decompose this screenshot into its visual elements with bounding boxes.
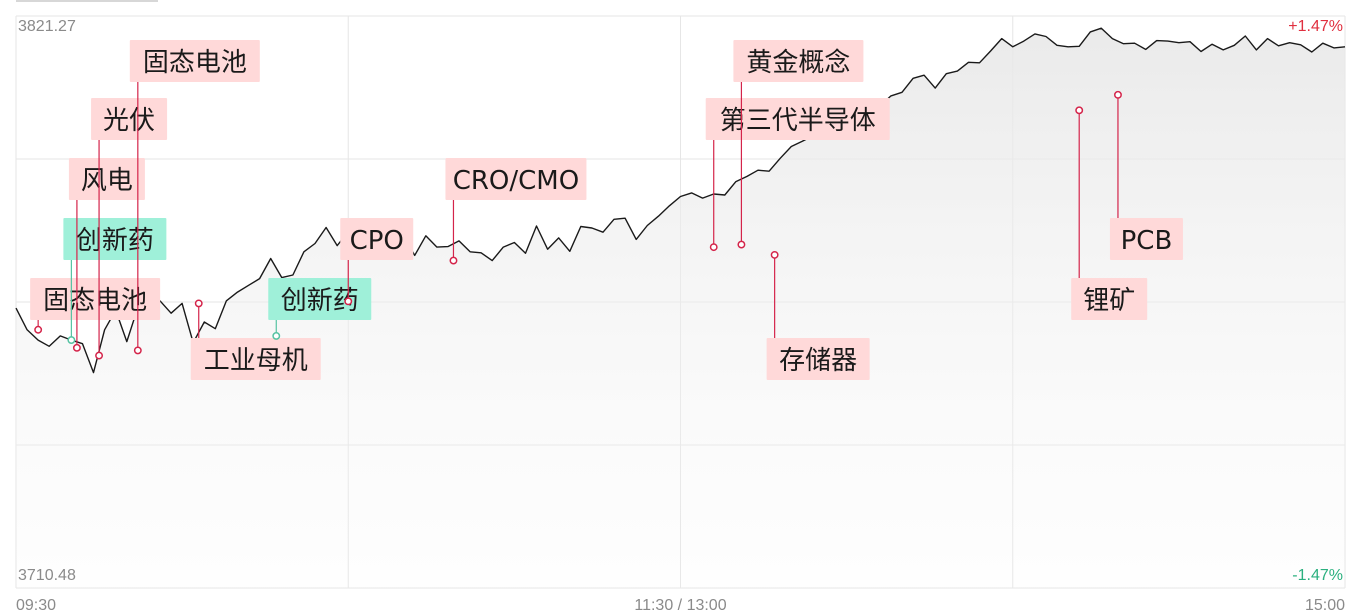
annotation-tag — [129, 40, 260, 82]
annotation-label: PCB — [1121, 226, 1173, 256]
annotation-tag — [30, 278, 161, 320]
annotation-marker — [344, 297, 353, 306]
annotation-label: 存储器 — [779, 346, 857, 376]
tab-underline — [16, 0, 158, 2]
annotation-tag — [68, 158, 145, 200]
price-line — [15, 27, 1346, 374]
annotation-label: 光伏 — [103, 106, 155, 136]
annotation-tag — [340, 218, 414, 260]
annotation-marker — [72, 343, 81, 352]
annotation-label: 锂矿 — [1083, 286, 1135, 316]
annotation-tag — [766, 338, 870, 380]
annotation-tag — [190, 338, 321, 380]
annotation-tag — [63, 218, 167, 260]
annotation-marker — [194, 299, 203, 308]
annotation-tag — [733, 40, 864, 82]
annotation-tag — [445, 158, 587, 200]
pct-min-label: -1.47% — [1292, 567, 1343, 584]
annotation-marker — [95, 351, 104, 360]
annotation-label: 创新药 — [76, 226, 154, 256]
annotation-marker — [770, 250, 779, 259]
annotation-tag — [1109, 218, 1183, 260]
annotation-tag — [268, 278, 372, 320]
x-tick-label: 11:30 / 13:00 — [634, 597, 726, 614]
annotation-tag — [1071, 278, 1148, 320]
annotation-label: 第三代半导体 — [720, 106, 876, 136]
y-max-label: 3821.27 — [18, 18, 76, 35]
annotation-tag — [91, 98, 168, 140]
annotation-marker — [449, 256, 458, 265]
pct-max-label: +1.47% — [1288, 18, 1343, 35]
annotation-tag — [705, 98, 890, 140]
annotation-label: 黄金概念 — [746, 48, 850, 78]
y-min-label: 3710.48 — [18, 567, 76, 584]
annotation-label: 固态电池 — [143, 48, 247, 78]
annotation-label: CPO — [350, 226, 404, 256]
price-area-fill — [16, 28, 1345, 588]
annotation-marker — [272, 331, 281, 340]
annotation-marker — [133, 346, 142, 355]
annotation-marker — [34, 325, 43, 334]
x-tick-label: 09:30 — [16, 597, 56, 614]
x-tick-label: 15:00 — [1305, 597, 1345, 614]
annotation-label: CRO/CMO — [453, 166, 580, 196]
annotation-label: 风电 — [81, 166, 133, 196]
annotation-marker — [709, 243, 718, 252]
annotation-marker — [1114, 90, 1122, 99]
annotation-marker — [737, 240, 746, 249]
annotation-marker — [67, 336, 76, 345]
annotation-marker — [1075, 106, 1084, 115]
annotation-label: 工业母机 — [204, 346, 308, 376]
annotation-label: 固态电池 — [43, 286, 147, 316]
